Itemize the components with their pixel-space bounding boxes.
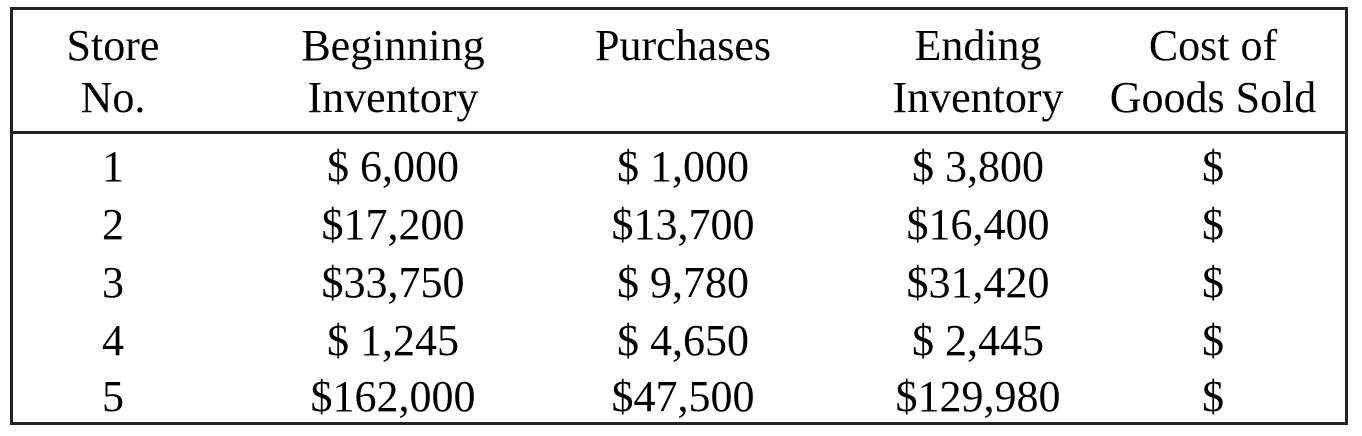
cost-of-goods-sold-cell: $ — [1202, 316, 1224, 365]
table-row: 5 $162,000 $47,500 $129,980 $ — [13, 368, 1345, 426]
ending-inventory-cell: $129,980 — [895, 372, 1061, 421]
header-ending-inventory: Ending Inventory — [892, 21, 1064, 122]
header-cost-of-goods-sold: Cost of Goods Sold — [1109, 21, 1317, 122]
inventory-table: Store No. Beginning Inventory Purchases … — [10, 7, 1348, 425]
purchases-cell: $47,500 — [611, 372, 755, 421]
cost-of-goods-sold-cell: $ — [1202, 258, 1224, 307]
table-row: 2 $17,200 $13,700 $16,400 $ — [13, 196, 1345, 254]
store-no-cell: 2 — [102, 200, 124, 249]
beginning-inventory-cell: $17,200 — [321, 200, 465, 249]
table-header-row: Store No. Beginning Inventory Purchases … — [13, 10, 1345, 134]
ending-inventory-cell: $31,420 — [906, 258, 1050, 307]
beginning-inventory-cell: $162,000 — [310, 372, 476, 421]
table-row: 4 $ 1,245 $ 4,650 $ 2,445 $ — [13, 312, 1345, 370]
table-row: 3 $33,750 $ 9,780 $31,420 $ — [13, 254, 1345, 312]
header-beginning-inventory: Beginning Inventory — [301, 21, 485, 122]
header-purchases: Purchases — [595, 21, 771, 70]
beginning-inventory-cell: $33,750 — [321, 258, 465, 307]
ending-inventory-cell: $16,400 — [906, 200, 1050, 249]
purchases-cell: $13,700 — [611, 200, 755, 249]
beginning-inventory-cell: $ 6,000 — [327, 142, 459, 191]
ending-inventory-cell: $ 2,445 — [912, 316, 1044, 365]
table-row: 1 $ 6,000 $ 1,000 $ 3,800 $ — [13, 138, 1345, 196]
cost-of-goods-sold-cell: $ — [1202, 200, 1224, 249]
cost-of-goods-sold-cell: $ — [1202, 142, 1224, 191]
ending-inventory-cell: $ 3,800 — [912, 142, 1044, 191]
purchases-cell: $ 9,780 — [617, 258, 749, 307]
store-no-cell: 5 — [102, 372, 124, 421]
store-no-cell: 1 — [102, 142, 124, 191]
purchases-cell: $ 4,650 — [617, 316, 749, 365]
store-no-cell: 4 — [102, 316, 124, 365]
header-store-no: Store No. — [66, 21, 160, 122]
store-no-cell: 3 — [102, 258, 124, 307]
beginning-inventory-cell: $ 1,245 — [327, 316, 459, 365]
cost-of-goods-sold-cell: $ — [1202, 372, 1224, 421]
purchases-cell: $ 1,000 — [617, 142, 749, 191]
